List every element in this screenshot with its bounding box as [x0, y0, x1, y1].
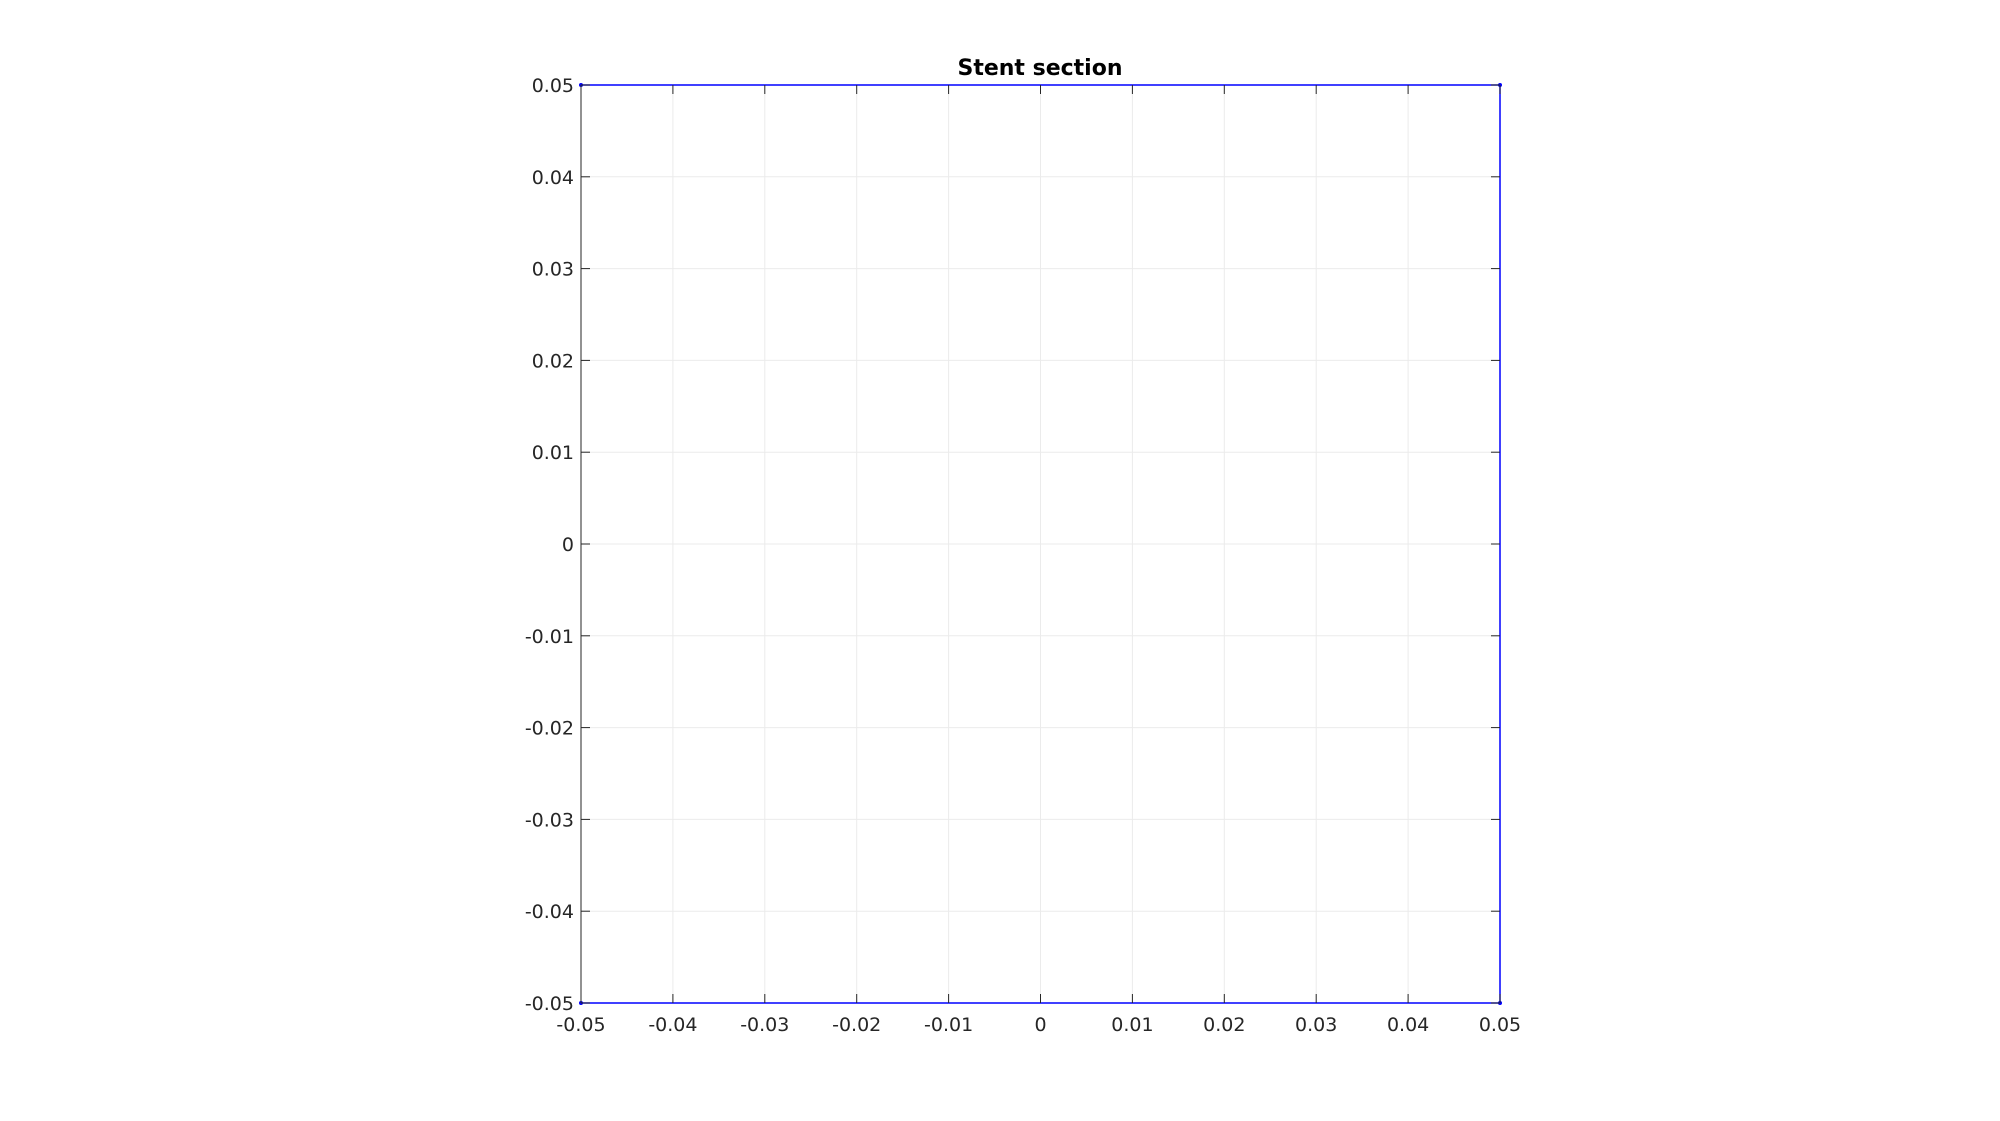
- x-axis: -0.05 -0.04 -0.03 -0.02 -0.01 0 0.01 0.02 0.03 0.…: [556, 85, 1521, 1036]
- y-tick-label: -0.02: [525, 718, 574, 740]
- x-tick-label: 0.01: [1111, 1014, 1153, 1036]
- y-tick-label: 0.01: [532, 442, 574, 464]
- x-tick-label: -0.01: [924, 1014, 973, 1036]
- grid: [580, 84, 1501, 1004]
- y-tick-label: -0.04: [525, 901, 574, 923]
- y-tick-label: -0.01: [525, 626, 574, 648]
- x-tick-label: 0.02: [1203, 1014, 1245, 1036]
- y-tick-label: 0.02: [532, 350, 574, 372]
- y-tick-label: 0.04: [532, 167, 574, 189]
- x-tick-label: 0.04: [1387, 1014, 1429, 1036]
- x-tick-label: 0.05: [1479, 1014, 1521, 1036]
- chart-title: Stent section: [957, 56, 1122, 81]
- x-tick-label: -0.05: [556, 1014, 605, 1036]
- x-tick-label: 0.03: [1295, 1014, 1337, 1036]
- y-tick-label: 0.05: [532, 75, 574, 97]
- y-tick-label: -0.03: [525, 809, 574, 831]
- y-axis: -0.05 -0.04 -0.03 -0.02 -0.01 0 0.01 0.02 0.03 0.…: [525, 75, 1500, 1015]
- y-tick-label: 0.03: [532, 259, 574, 281]
- x-tick-label: -0.02: [832, 1014, 881, 1036]
- y-tick-label: -0.05: [525, 993, 574, 1015]
- x-tick-label: -0.04: [648, 1014, 697, 1036]
- y-tick-label: 0: [562, 534, 574, 556]
- x-tick-label: 0: [1034, 1014, 1046, 1036]
- x-tick-label: -0.03: [740, 1014, 789, 1036]
